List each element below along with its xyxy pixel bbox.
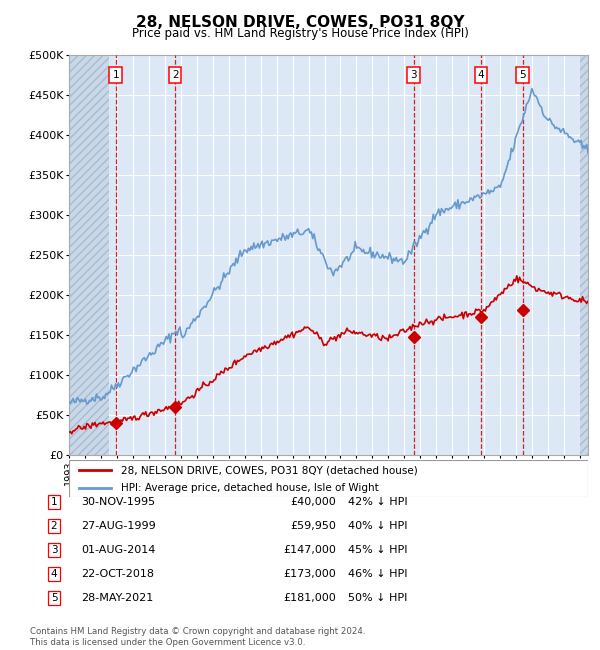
Text: 45% ↓ HPI: 45% ↓ HPI <box>348 545 407 555</box>
FancyBboxPatch shape <box>69 460 588 497</box>
Text: £59,950: £59,950 <box>290 521 336 531</box>
Text: £40,000: £40,000 <box>290 497 336 507</box>
Text: 28-MAY-2021: 28-MAY-2021 <box>81 593 153 603</box>
Text: 50% ↓ HPI: 50% ↓ HPI <box>348 593 407 603</box>
Text: 2: 2 <box>172 70 179 80</box>
Text: Contains HM Land Registry data © Crown copyright and database right 2024.
This d: Contains HM Land Registry data © Crown c… <box>30 627 365 647</box>
Text: 01-AUG-2014: 01-AUG-2014 <box>81 545 155 555</box>
Text: 42% ↓ HPI: 42% ↓ HPI <box>348 497 407 507</box>
Text: HPI: Average price, detached house, Isle of Wight: HPI: Average price, detached house, Isle… <box>121 483 379 493</box>
Text: 1: 1 <box>50 497 58 507</box>
Text: Price paid vs. HM Land Registry's House Price Index (HPI): Price paid vs. HM Land Registry's House … <box>131 27 469 40</box>
Text: 2: 2 <box>50 521 58 531</box>
Text: 3: 3 <box>410 70 417 80</box>
Text: 40% ↓ HPI: 40% ↓ HPI <box>348 521 407 531</box>
Text: £181,000: £181,000 <box>283 593 336 603</box>
Text: 28, NELSON DRIVE, COWES, PO31 8QY (detached house): 28, NELSON DRIVE, COWES, PO31 8QY (detac… <box>121 465 418 475</box>
Text: 1: 1 <box>112 70 119 80</box>
Text: £147,000: £147,000 <box>283 545 336 555</box>
Bar <box>580 55 588 455</box>
Bar <box>69 55 109 455</box>
Text: £173,000: £173,000 <box>283 569 336 579</box>
Text: 5: 5 <box>50 593 58 603</box>
Text: 4: 4 <box>478 70 484 80</box>
Text: 30-NOV-1995: 30-NOV-1995 <box>81 497 155 507</box>
Text: 46% ↓ HPI: 46% ↓ HPI <box>348 569 407 579</box>
Text: 4: 4 <box>50 569 58 579</box>
Text: 22-OCT-2018: 22-OCT-2018 <box>81 569 154 579</box>
Text: 27-AUG-1999: 27-AUG-1999 <box>81 521 156 531</box>
Text: 28, NELSON DRIVE, COWES, PO31 8QY: 28, NELSON DRIVE, COWES, PO31 8QY <box>136 15 464 30</box>
Text: 5: 5 <box>520 70 526 80</box>
Text: 3: 3 <box>50 545 58 555</box>
